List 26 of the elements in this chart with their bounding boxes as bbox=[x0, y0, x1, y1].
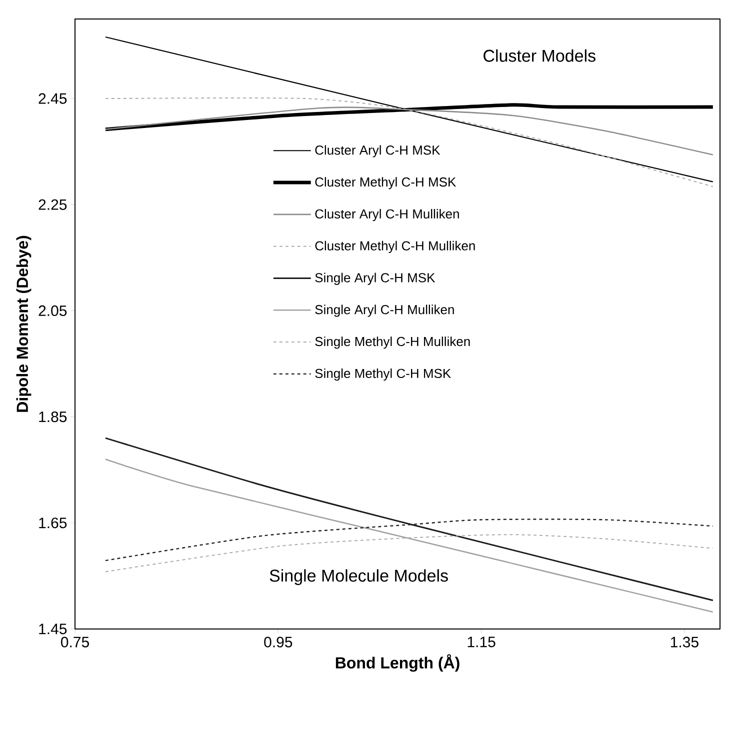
legend-label: Single Aryl C-H MSK bbox=[315, 272, 436, 285]
line-series bbox=[104, 106, 714, 156]
line-series bbox=[104, 437, 714, 602]
x-tick-label: 0.95 bbox=[264, 636, 292, 648]
x-tick-label: 0.75 bbox=[60, 636, 89, 648]
annotation: Single Molecule Models bbox=[270, 569, 448, 586]
y-tick-label: 1.45 bbox=[39, 624, 67, 634]
legend-label: Cluster Methyl C-H Mulliken bbox=[315, 240, 475, 253]
y-tick-label: 2.25 bbox=[38, 199, 67, 210]
legend-label: Single Methyl C-H MSK bbox=[315, 368, 451, 381]
y-tick-label: 2.45 bbox=[38, 93, 67, 104]
y-tick-label: 2.05 bbox=[38, 305, 67, 316]
legend-label: Single Aryl C-H Mulliken bbox=[315, 304, 454, 317]
legend-label: Cluster Aryl C-H MSK bbox=[315, 145, 440, 158]
y-tick-label: 1.85 bbox=[39, 412, 67, 422]
legend-label: Cluster Methyl C-H MSK bbox=[315, 177, 456, 190]
x-axis-title: Bond Length (Å) bbox=[336, 654, 460, 672]
legend-label: Cluster Aryl C-H Mulliken bbox=[315, 208, 459, 222]
legend-label: Single Methyl C-H Mulliken bbox=[315, 336, 470, 349]
line-series bbox=[104, 458, 714, 613]
y-tick-label: 1.65 bbox=[39, 518, 67, 528]
y-axis-title: Dipole Moment (Debye) bbox=[16, 236, 32, 412]
line-series bbox=[104, 98, 714, 188]
annotation: Cluster Models bbox=[484, 49, 596, 62]
x-tick-label: 1.35 bbox=[671, 636, 698, 648]
x-tick-label: 1.15 bbox=[468, 636, 496, 648]
